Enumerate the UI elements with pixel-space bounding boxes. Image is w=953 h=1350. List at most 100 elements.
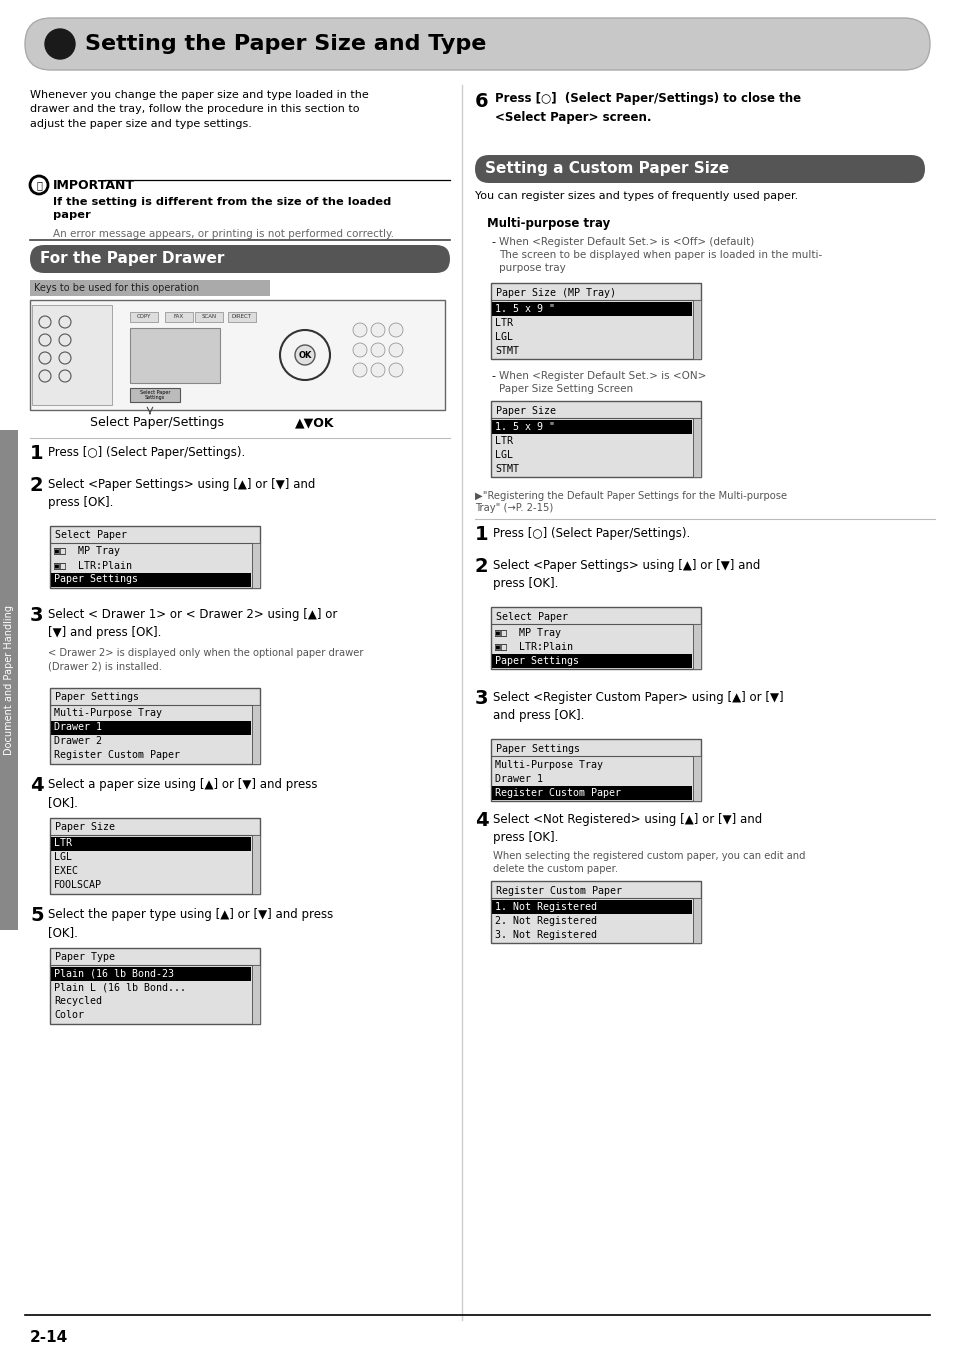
Text: Select <Register Custom Paper> using [▲] or [▼]
and press [OK].: Select <Register Custom Paper> using [▲]…	[493, 691, 782, 722]
Text: Multi-Purpose Tray: Multi-Purpose Tray	[495, 760, 602, 770]
Text: Select Paper/Settings: Select Paper/Settings	[90, 416, 224, 429]
Text: Setting a Custom Paper Size: Setting a Custom Paper Size	[484, 162, 728, 177]
Text: Select a paper size using [▲] or [▼] and press
[OK].: Select a paper size using [▲] or [▼] and…	[48, 778, 317, 809]
Text: If the setting is different from the size of the loaded
paper: If the setting is different from the siz…	[53, 197, 391, 220]
Bar	[252, 705, 260, 764]
Bar	[252, 543, 260, 589]
Text: 3. Not Registered: 3. Not Registered	[495, 930, 597, 940]
Circle shape	[371, 363, 385, 377]
Bar	[50, 526, 260, 589]
Text: ▶"Registering the Default Paper Settings for the Multi-purpose: ▶"Registering the Default Paper Settings…	[475, 491, 786, 501]
Bar	[50, 818, 260, 894]
Text: LTR: LTR	[54, 838, 71, 849]
Text: OK: OK	[298, 351, 312, 359]
Bar	[130, 328, 220, 383]
Text: ▣□  LTR:Plain: ▣□ LTR:Plain	[495, 641, 573, 652]
Text: ▣□  MP Tray: ▣□ MP Tray	[54, 547, 120, 556]
Text: LTR: LTR	[495, 317, 513, 328]
Text: Plain L (16 lb Bond...: Plain L (16 lb Bond...	[54, 983, 186, 992]
Text: < Drawer 2> is displayed only when the optional paper drawer
(Drawer 2) is insta: < Drawer 2> is displayed only when the o…	[48, 648, 363, 671]
Bar	[491, 401, 700, 477]
Text: Select the paper type using [▲] or [▼] and press
[OK].: Select the paper type using [▲] or [▼] a…	[48, 909, 333, 940]
Text: Paper Size (MP Tray): Paper Size (MP Tray)	[496, 288, 616, 297]
Text: The screen to be displayed when paper is loaded in the multi-
purpose tray: The screen to be displayed when paper is…	[498, 250, 821, 273]
Bar	[692, 624, 700, 670]
Circle shape	[353, 343, 367, 356]
Text: Recycled: Recycled	[54, 996, 102, 1007]
Bar	[0, 431, 18, 930]
Text: Select < Drawer 1> or < Drawer 2> using [▲] or
[▼] and press [OK].: Select < Drawer 1> or < Drawer 2> using …	[48, 608, 337, 639]
Bar	[30, 300, 444, 410]
Text: 4: 4	[475, 811, 488, 830]
Text: Select Paper: Select Paper	[55, 531, 127, 540]
Text: 3: 3	[475, 688, 488, 707]
Text: Multi-purpose tray: Multi-purpose tray	[486, 217, 610, 230]
Text: LTR: LTR	[495, 436, 513, 446]
FancyBboxPatch shape	[25, 18, 929, 70]
Circle shape	[389, 363, 402, 377]
Text: Register Custom Paper: Register Custom Paper	[495, 787, 620, 798]
Text: SCAN: SCAN	[201, 315, 216, 320]
Text: 1. 5 x 9 ": 1. 5 x 9 "	[495, 421, 555, 432]
Bar	[130, 312, 158, 323]
Text: Paper Size: Paper Size	[496, 405, 556, 416]
Text: 3: 3	[30, 606, 44, 625]
Text: Select Paper: Select Paper	[496, 612, 567, 621]
Text: 2. Not Registered: 2. Not Registered	[495, 915, 597, 926]
Bar	[692, 300, 700, 359]
Bar	[692, 418, 700, 477]
Text: Press [○] (Select Paper/Settings).: Press [○] (Select Paper/Settings).	[493, 526, 690, 540]
Bar	[492, 786, 691, 799]
Text: Drawer 2: Drawer 2	[54, 737, 102, 747]
Text: FOOLSCAP: FOOLSCAP	[54, 880, 102, 891]
Text: Select <Not Registered> using [▲] or [▼] and
press [OK].: Select <Not Registered> using [▲] or [▼]…	[493, 813, 761, 844]
Bar	[252, 965, 260, 1025]
Text: COPY: COPY	[136, 315, 151, 320]
Text: Press [○] (Select Paper/Settings).: Press [○] (Select Paper/Settings).	[48, 446, 245, 459]
Circle shape	[45, 28, 75, 59]
Circle shape	[371, 323, 385, 338]
Text: ▣□  MP Tray: ▣□ MP Tray	[495, 628, 560, 637]
Text: Paper Settings: Paper Settings	[496, 744, 579, 753]
Bar	[51, 721, 251, 734]
Text: Setting the Paper Size and Type: Setting the Paper Size and Type	[85, 34, 486, 54]
Bar	[51, 572, 251, 586]
Circle shape	[389, 343, 402, 356]
Bar	[492, 420, 691, 433]
Bar	[491, 738, 700, 801]
Bar	[492, 653, 691, 667]
Text: When selecting the registered custom paper, you can edit and
delete the custom p: When selecting the registered custom pap…	[493, 850, 804, 875]
Bar	[491, 882, 700, 944]
Text: Paper Settings: Paper Settings	[495, 656, 578, 666]
Circle shape	[389, 323, 402, 338]
Text: ✋: ✋	[36, 180, 42, 190]
Bar	[491, 608, 700, 670]
Circle shape	[294, 346, 314, 365]
Bar	[194, 312, 223, 323]
Text: 2-14: 2-14	[30, 1330, 69, 1345]
Text: Paper Settings: Paper Settings	[54, 575, 138, 585]
Text: Press [○]  (Select Paper/Settings) to close the
<Select Paper> screen.: Press [○] (Select Paper/Settings) to clo…	[495, 92, 801, 123]
Text: 4: 4	[30, 776, 44, 795]
Text: 1. 5 x 9 ": 1. 5 x 9 "	[495, 304, 555, 313]
Text: Color: Color	[54, 1011, 84, 1021]
Text: 2: 2	[30, 477, 44, 495]
Text: Document and Paper Handling: Document and Paper Handling	[4, 605, 14, 755]
Text: DIRECT: DIRECT	[232, 315, 252, 320]
Text: Paper Size Setting Screen: Paper Size Setting Screen	[498, 383, 633, 394]
Text: IMPORTANT: IMPORTANT	[53, 180, 135, 192]
Text: LGL: LGL	[54, 852, 71, 863]
Text: LGL: LGL	[495, 450, 513, 459]
Text: When <Register Default Set.> is <ON>: When <Register Default Set.> is <ON>	[498, 371, 705, 381]
Text: 5: 5	[30, 906, 44, 925]
Bar	[130, 387, 180, 402]
Bar	[51, 837, 251, 850]
Text: 1. Not Registered: 1. Not Registered	[495, 902, 597, 911]
Bar	[50, 688, 260, 764]
Text: Tray" (→P. 2-15): Tray" (→P. 2-15)	[475, 504, 553, 513]
Bar	[50, 948, 260, 1025]
Text: You can register sizes and types of frequently used paper.: You can register sizes and types of freq…	[475, 190, 798, 201]
Text: Paper Settings: Paper Settings	[55, 693, 139, 702]
Bar	[252, 836, 260, 894]
Text: Paper Size: Paper Size	[55, 822, 115, 833]
